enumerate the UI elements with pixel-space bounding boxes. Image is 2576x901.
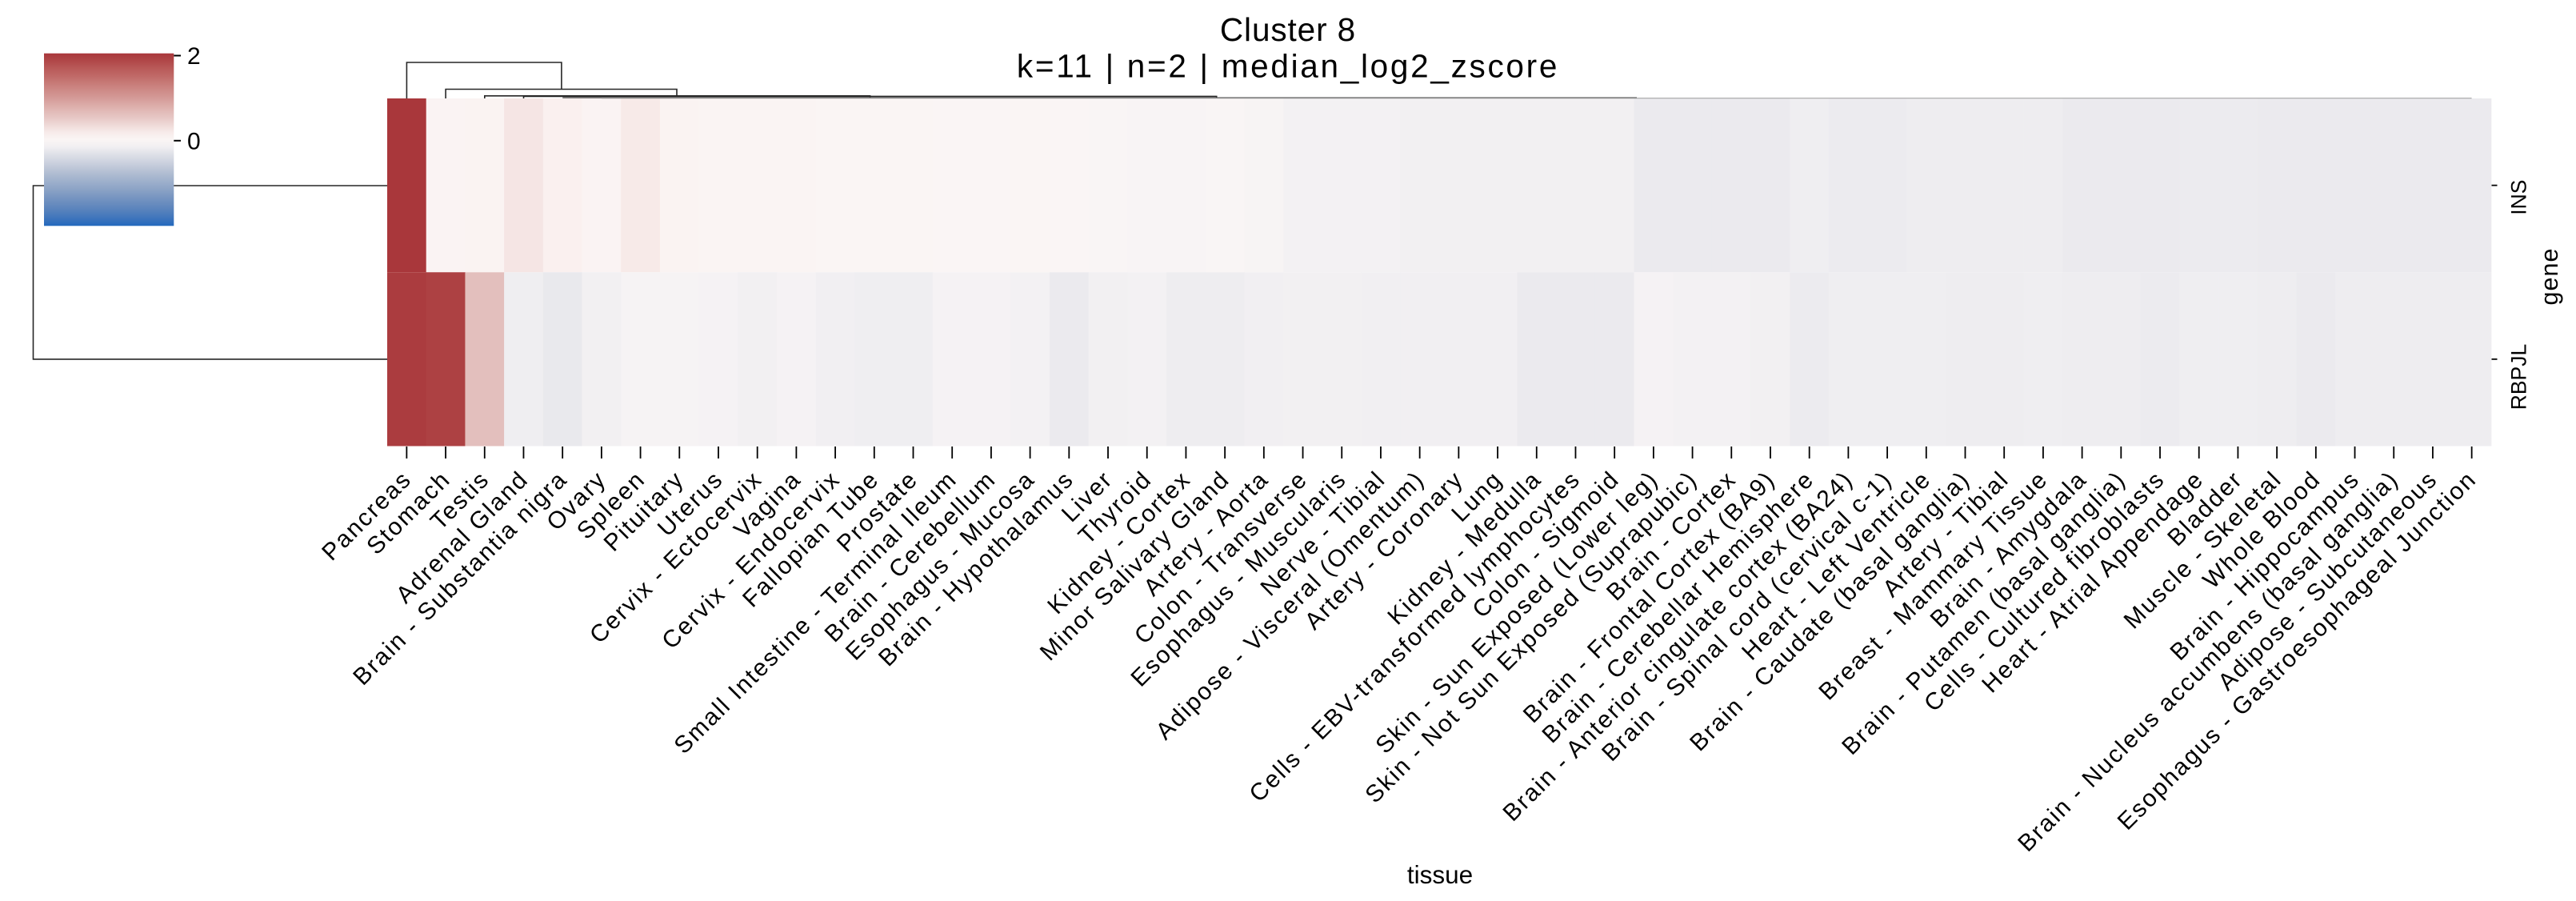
svg-text:RBPJL: RBPJL xyxy=(2506,344,2530,410)
svg-text:0: 0 xyxy=(187,128,201,154)
svg-text:gene: gene xyxy=(2536,248,2563,306)
svg-text:Cluster 8: Cluster 8 xyxy=(1220,11,1356,48)
svg-text:INS: INS xyxy=(2506,180,2530,215)
svg-text:k=11 | n=2 | median_log2_zscor: k=11 | n=2 | median_log2_zscore xyxy=(1017,48,1559,85)
svg-text:2: 2 xyxy=(187,43,201,70)
svg-text:tissue: tissue xyxy=(1407,860,1473,889)
